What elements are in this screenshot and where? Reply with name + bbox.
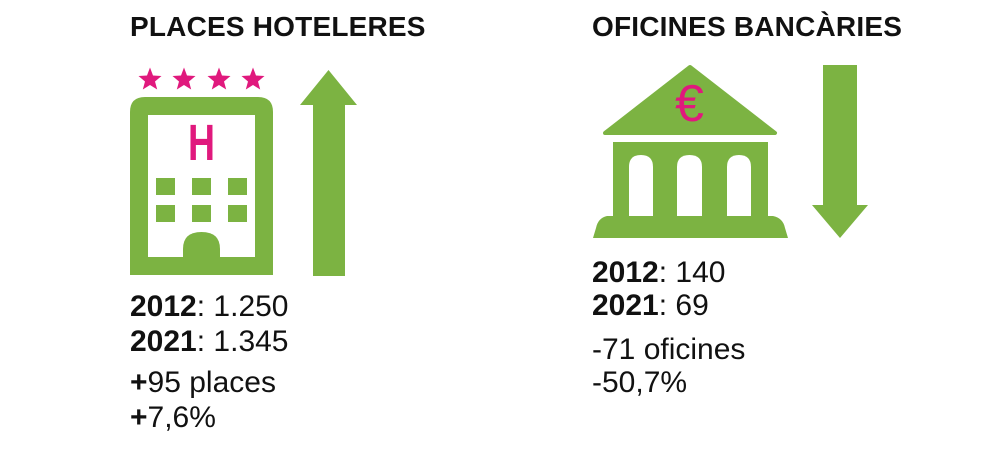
hotel-door [183, 232, 220, 257]
star-icon [138, 67, 162, 90]
hotel-letter: H [188, 114, 215, 171]
hotel-stat-2021: 2021: 1.345 [130, 327, 289, 357]
hotel-stat-2012: 2012: 1.250 [130, 292, 289, 322]
euro-icon: € [675, 75, 704, 133]
stat-value: : 1.250 [196, 290, 289, 323]
star-icon [207, 67, 231, 90]
bank-stat-2012: 2012: 140 [592, 258, 725, 288]
change-text: -71 oficines [592, 333, 746, 366]
star-icon [172, 67, 196, 90]
hotel-icon: H [130, 97, 273, 275]
stat-year: 2021 [130, 325, 197, 358]
stat-value: : 140 [658, 256, 726, 289]
hotel-change-absolute: +95 places [130, 368, 276, 398]
change-sign: + [130, 401, 148, 434]
bank-base [593, 216, 788, 238]
stat-year: 2021 [592, 289, 659, 322]
change-text: 95 places [147, 366, 276, 399]
hotel-places-title: PLACES HOTELERES [130, 11, 426, 42]
stars-rating-icon [138, 67, 265, 90]
change-text: 7,6% [147, 401, 216, 434]
bank-icon: € [593, 65, 788, 238]
bank-roof [603, 65, 777, 135]
bank-change-percent: -50,7% [592, 368, 687, 398]
stat-year: 2012 [592, 256, 659, 289]
change-sign: + [130, 366, 148, 399]
up-arrow-icon [300, 70, 357, 276]
bank-change-absolute: -71 oficines [592, 335, 745, 365]
down-arrow-icon [812, 65, 868, 238]
stat-value: : 69 [658, 289, 709, 322]
bank-stat-2021: 2021: 69 [592, 291, 709, 321]
hotel-change-percent: +7,6% [130, 403, 216, 433]
stat-value: : 1.345 [196, 325, 289, 358]
stat-year: 2012 [130, 290, 197, 323]
change-text: -50,7% [592, 366, 688, 399]
bank-offices-title: OFICINES BANCÀRIES [592, 11, 903, 42]
star-icon [241, 67, 265, 90]
bank-columns [629, 155, 751, 216]
hotel-windows [156, 178, 247, 222]
